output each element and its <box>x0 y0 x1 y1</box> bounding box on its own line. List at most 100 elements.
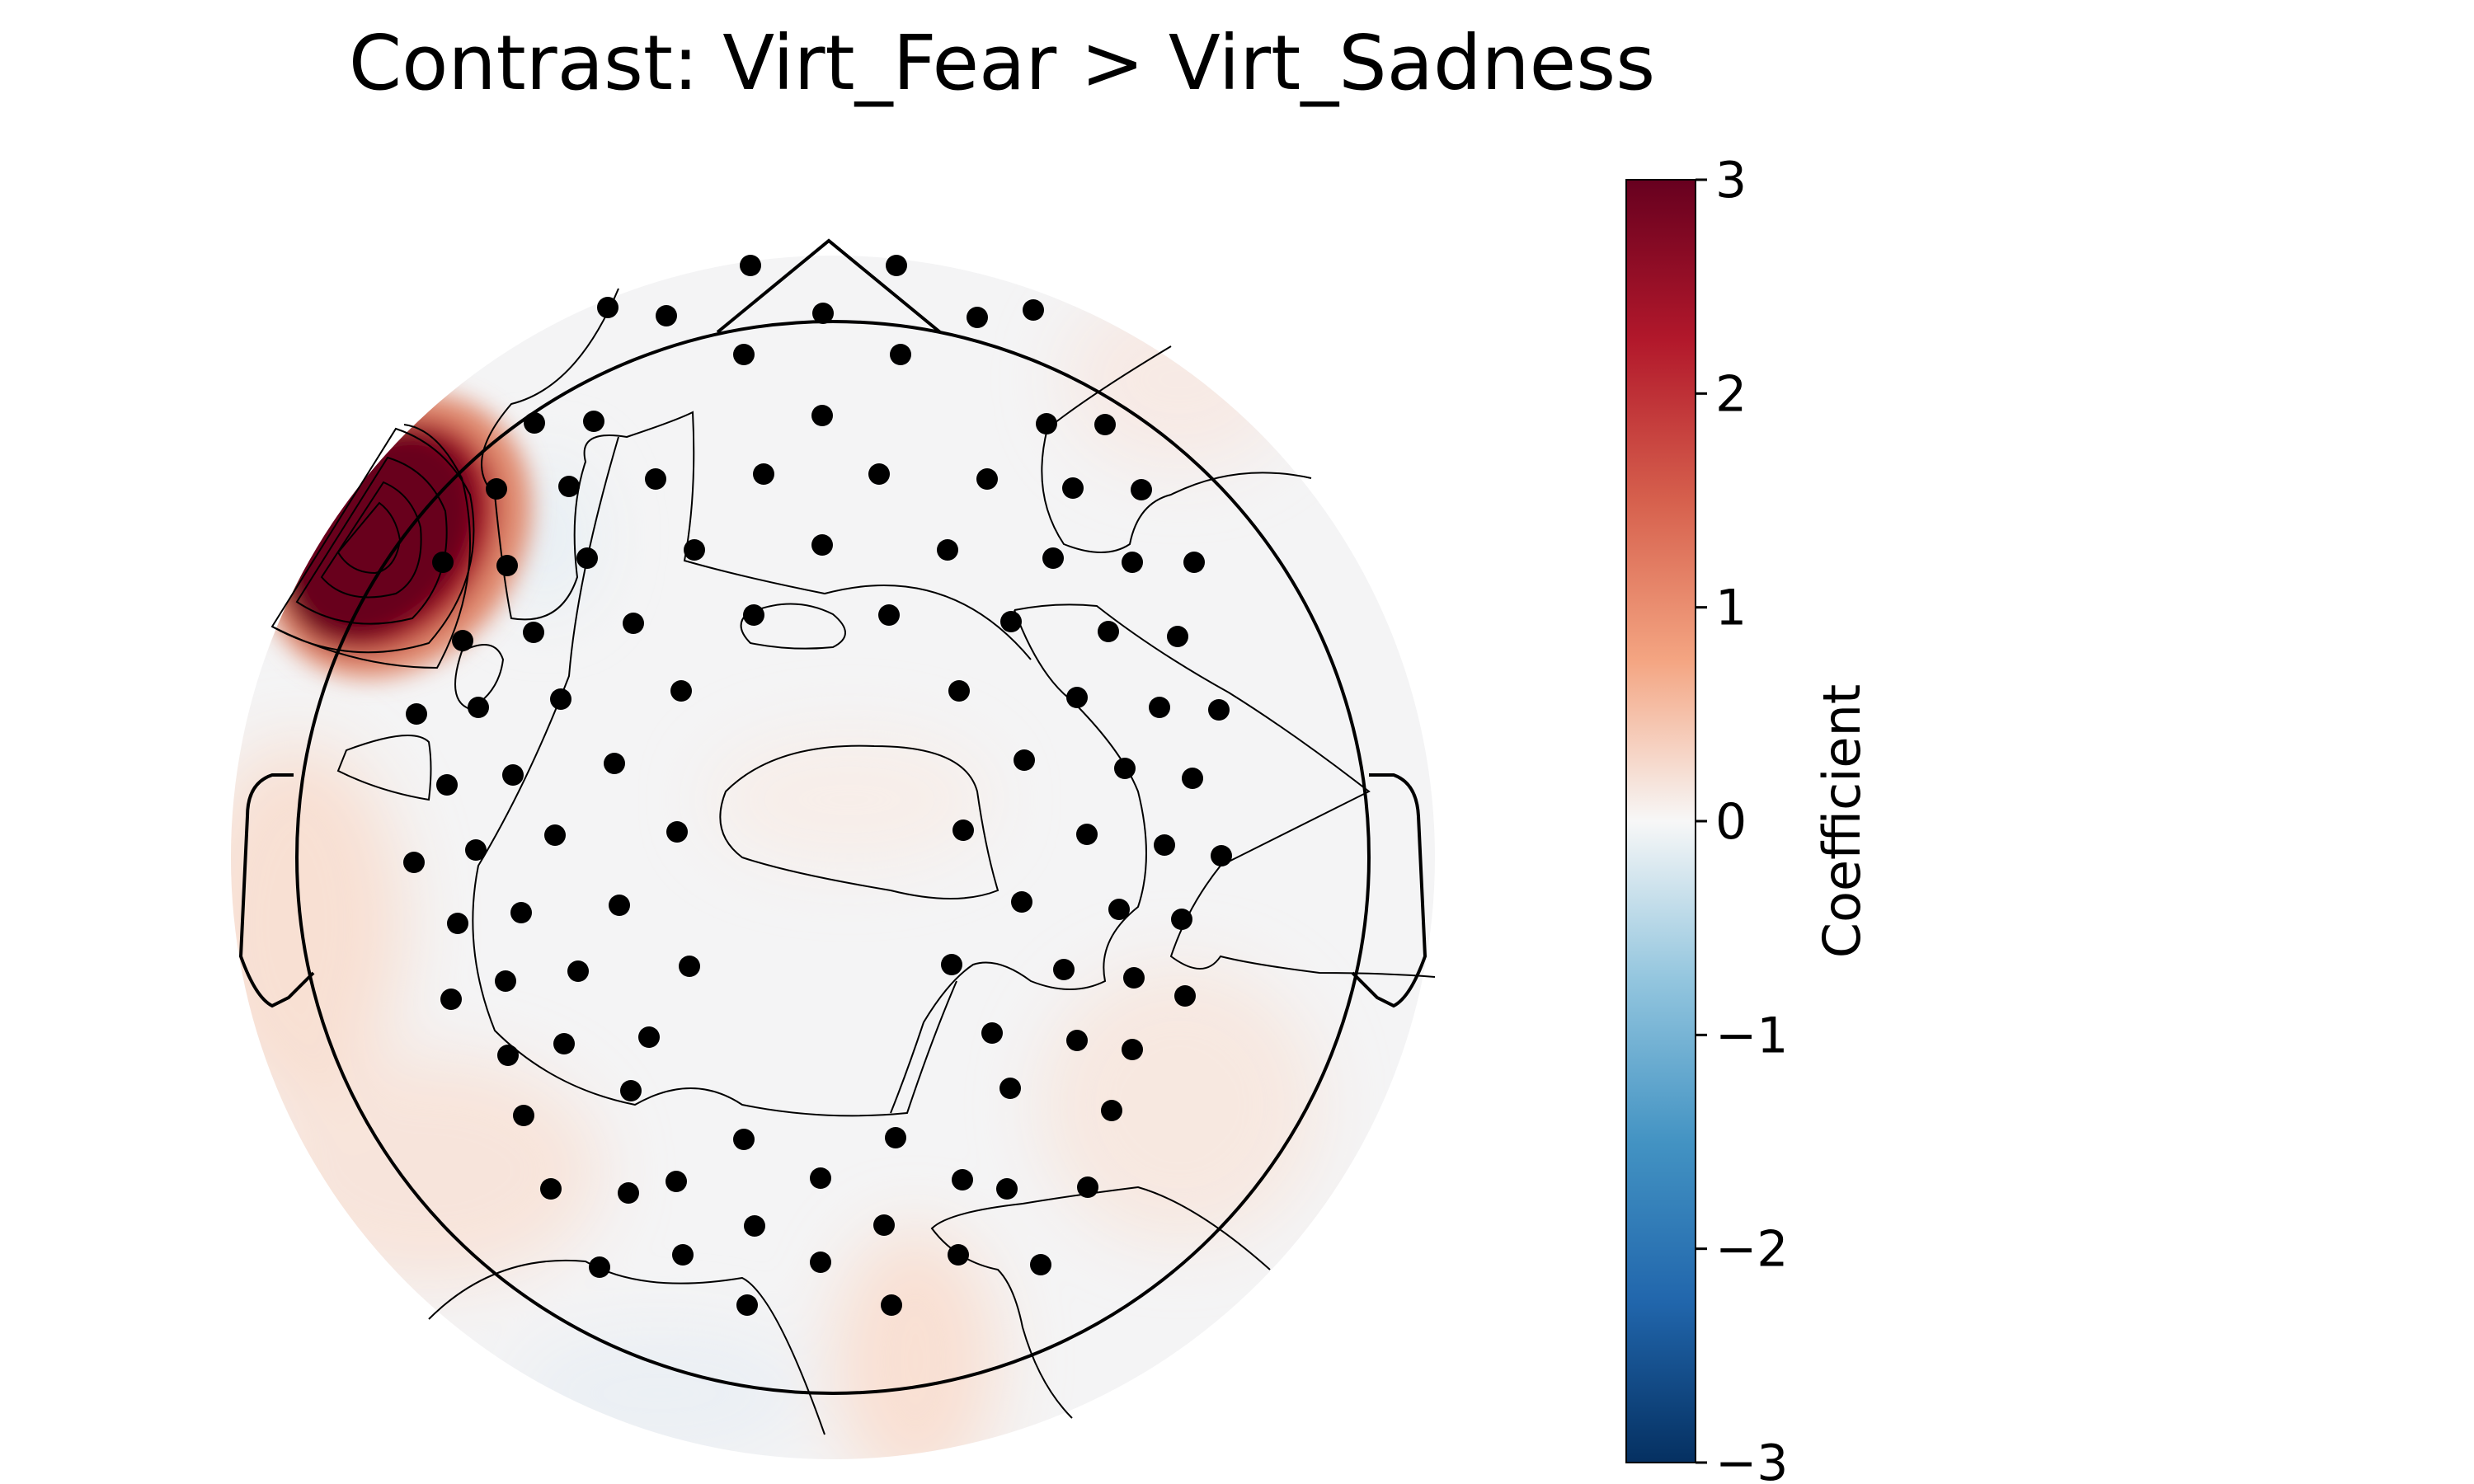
contour-left-temporal <box>336 735 432 801</box>
sensor-dot <box>1042 547 1064 569</box>
sensor-dot <box>1182 768 1203 789</box>
contour-center <box>719 744 999 899</box>
contour-hot-outer <box>271 424 471 669</box>
sensor-dot <box>440 989 462 1010</box>
sensor-dot <box>1101 1100 1122 1121</box>
sensor-dot <box>886 255 907 276</box>
sensor-dot <box>623 613 644 634</box>
sensor-dot <box>567 960 589 982</box>
sensor-dot <box>679 956 700 977</box>
sensor-dot <box>952 819 974 841</box>
contour-mid-left <box>472 436 957 1117</box>
contour-hot-1 <box>270 427 475 654</box>
sensor-dot <box>666 821 688 843</box>
sensor-dot <box>684 539 705 561</box>
sensor-dot <box>1000 611 1022 632</box>
sensor-dot <box>1131 479 1152 500</box>
sensor-dot <box>436 774 458 796</box>
sensor-dot <box>1149 697 1170 718</box>
sensor-dot <box>1014 749 1035 771</box>
contour-right-mid <box>1014 603 1436 978</box>
sensor-dot <box>1076 824 1098 845</box>
contour-frontal-middle <box>740 603 846 650</box>
sensor-dot <box>890 344 911 365</box>
nose-outline <box>716 238 942 334</box>
colorbar-ticks: 3 2 1 0 −1 −2 −3 <box>1696 152 1788 1484</box>
sensor-dot <box>1171 909 1192 930</box>
sensor-dot <box>873 1214 895 1236</box>
sensor-dot <box>502 764 524 786</box>
blob-left-temporal <box>231 742 404 1105</box>
sensor-dot <box>948 680 970 702</box>
sensor-dot <box>967 307 988 328</box>
blob-left-occipital <box>511 1327 808 1459</box>
sensor-dot <box>672 1244 694 1266</box>
sensor-dot <box>1062 477 1084 499</box>
sensor-dot <box>1167 626 1188 647</box>
sensor-dot <box>645 468 666 490</box>
sensor-dot <box>670 680 692 702</box>
colorbar: 3 2 1 0 −1 −2 −3 Coefficient <box>1625 152 1872 1484</box>
sensor-dot <box>743 604 764 626</box>
colorbar-tick-label: −3 <box>1715 1435 1788 1484</box>
contour-occipital-right <box>930 1186 1271 1419</box>
sensor-dot <box>524 412 545 434</box>
sensor-dot <box>1174 985 1196 1007</box>
sensor-dot <box>1183 552 1205 573</box>
right-ear-outline <box>1351 773 1427 1008</box>
sensor-dot <box>1122 1039 1143 1060</box>
contour-frontal-left <box>481 288 1032 660</box>
sensor-dot <box>486 478 507 500</box>
contour-left-small <box>454 644 505 711</box>
sensor-dot <box>496 555 518 576</box>
sensor-dot <box>544 824 566 846</box>
sensor-dot <box>597 297 618 318</box>
blob-right-posterior <box>1039 965 1319 1245</box>
sensor-dot <box>810 1167 831 1189</box>
sensor-dot <box>878 604 900 626</box>
sensor-dot <box>952 1169 973 1190</box>
sensor-dot <box>1123 967 1145 989</box>
sensor-dot <box>810 1252 831 1273</box>
sensor-dot <box>620 1080 642 1101</box>
sensor-dot <box>553 1033 575 1054</box>
sensor-dot <box>733 344 755 365</box>
sensor-dot <box>638 1026 660 1048</box>
colorbar-gradient <box>1625 179 1696 1463</box>
colorbar-tick-label: 2 <box>1715 365 1747 423</box>
blob-center <box>709 734 990 866</box>
sensor-dot <box>1094 414 1116 435</box>
sensor-dot <box>996 1178 1018 1200</box>
sensor-dot <box>604 753 625 774</box>
sensor-dot <box>618 1182 639 1204</box>
sensor-dot <box>540 1178 562 1200</box>
contour-occipital-left <box>428 1259 825 1435</box>
head-outline <box>295 320 1371 1395</box>
sensor-dot <box>1053 959 1075 980</box>
sensor-dot <box>666 1171 687 1192</box>
sensor-dot <box>868 463 890 485</box>
sensor-dot <box>1011 891 1032 913</box>
sensor-dot <box>736 1294 758 1316</box>
sensor-dot <box>753 463 774 485</box>
sensor-dot <box>811 534 833 556</box>
sensor-markers <box>403 255 1232 1316</box>
sensor-dot <box>976 468 998 490</box>
sensor-dot <box>733 1129 755 1150</box>
colorbar-tick-label: 1 <box>1715 580 1747 637</box>
colorbar-tick-label: −2 <box>1715 1221 1788 1279</box>
sensor-dot <box>558 476 580 497</box>
sensor-dot <box>740 255 761 276</box>
sensor-dot <box>948 1244 969 1266</box>
sensor-dot <box>609 895 630 916</box>
sensor-dot <box>576 547 598 569</box>
sensor-dot <box>1066 1030 1088 1051</box>
sensor-dot <box>656 305 677 326</box>
contour-right-upper <box>1041 345 1312 553</box>
sensor-dot <box>523 622 544 643</box>
sensor-dot <box>1108 899 1130 920</box>
topomap <box>231 238 1436 1459</box>
contour-right-center <box>890 609 1147 1114</box>
sensor-dot <box>465 839 487 861</box>
colorbar-tick-label: 0 <box>1715 793 1747 851</box>
